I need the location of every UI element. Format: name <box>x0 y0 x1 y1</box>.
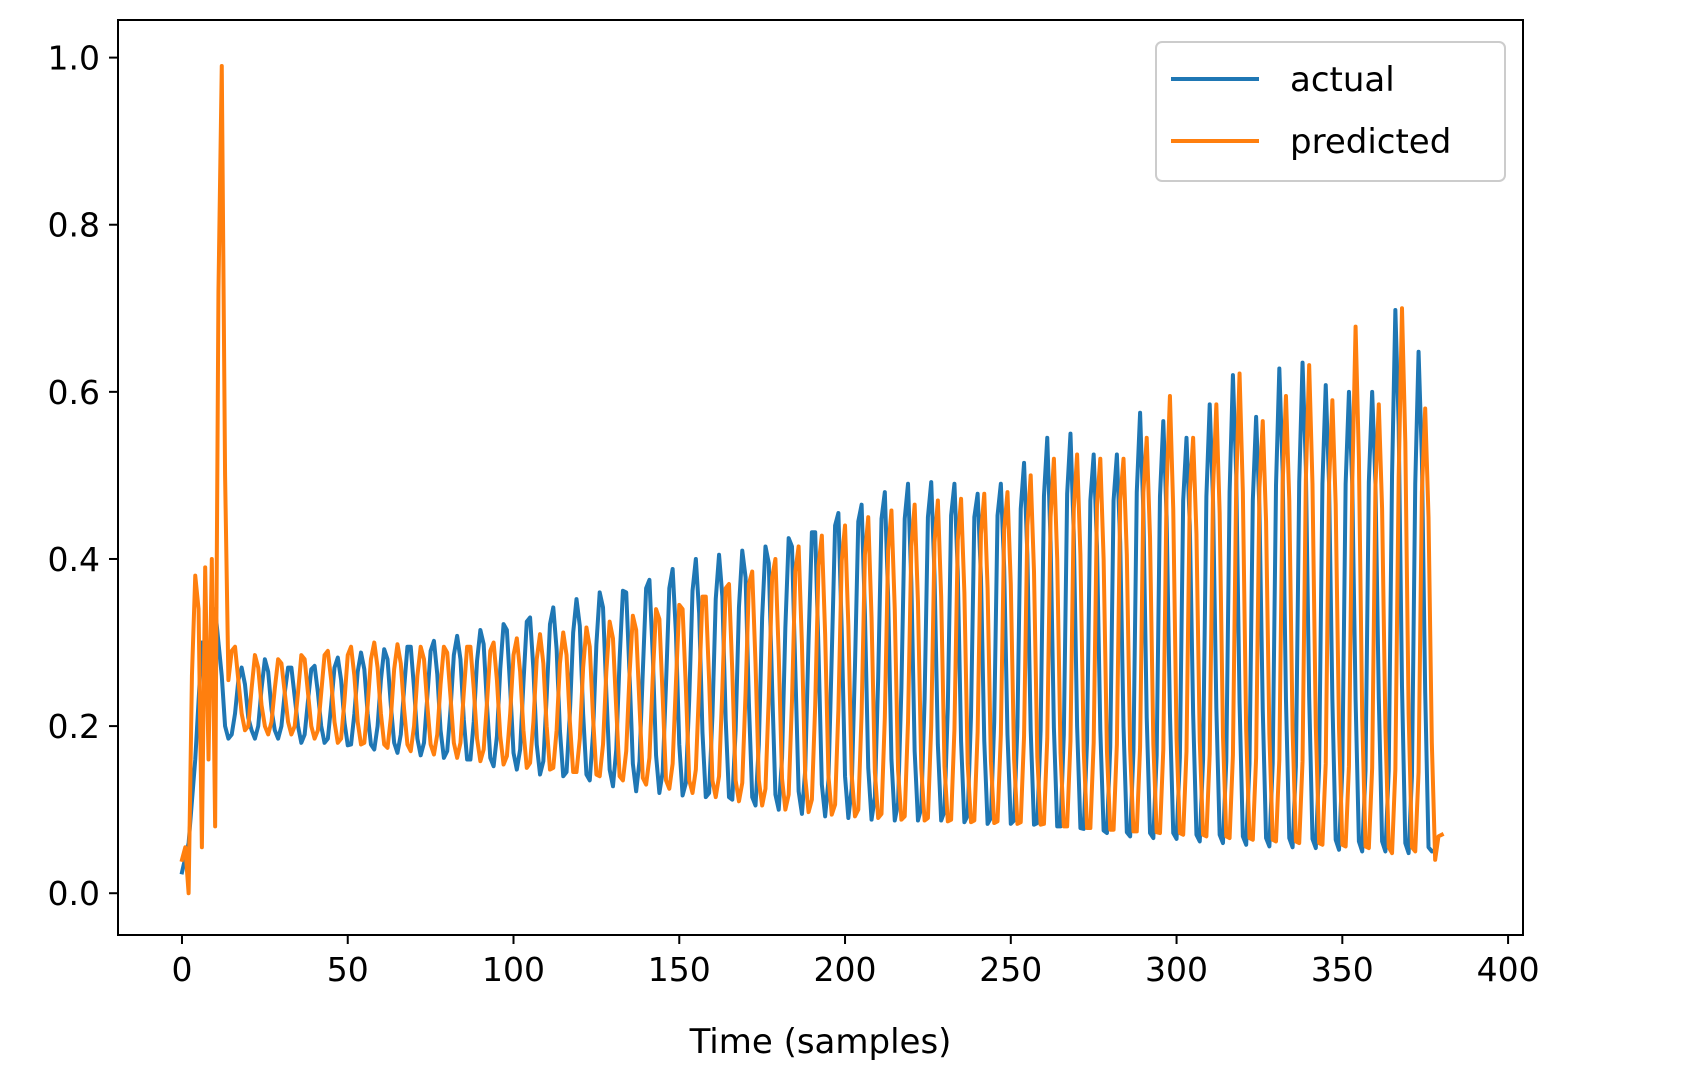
series-line-predicted <box>179 63 1445 896</box>
x-tick-label: 300 <box>1145 950 1208 989</box>
x-tick-label: 150 <box>648 950 711 989</box>
legend-label-predicted: predicted <box>1290 122 1451 162</box>
x-tick-label: 200 <box>814 950 877 989</box>
series-line-actual <box>179 307 1438 875</box>
y-axis: 0.0 0.2 0.4 0.6 0.8 1.0 <box>48 39 118 913</box>
x-tick-label: 250 <box>979 950 1042 989</box>
plot-lines <box>179 63 1445 896</box>
x-axis-label: Time (samples) <box>689 1022 952 1062</box>
legend: actual predicted <box>1155 41 1506 182</box>
y-tick-label: 0.8 <box>48 206 100 245</box>
axes-frame <box>117 19 1524 936</box>
y-tick-label: 0.2 <box>48 707 100 746</box>
x-tick-label: 50 <box>327 950 369 989</box>
x-tick-label: 350 <box>1311 950 1374 989</box>
legend-box <box>1155 41 1506 182</box>
y-tick-label: 0.0 <box>48 874 100 913</box>
x-tick-label: 0 <box>171 950 192 989</box>
x-tick-label: 100 <box>482 950 545 989</box>
x-tick-label: 400 <box>1477 950 1540 989</box>
legend-label-actual: actual <box>1290 60 1395 100</box>
y-tick-label: 0.6 <box>48 373 100 412</box>
x-axis: 0 50 100 150 200 250 300 350 400 <box>171 935 1540 989</box>
y-tick-label: 0.4 <box>48 540 100 579</box>
y-tick-label: 1.0 <box>48 39 100 78</box>
